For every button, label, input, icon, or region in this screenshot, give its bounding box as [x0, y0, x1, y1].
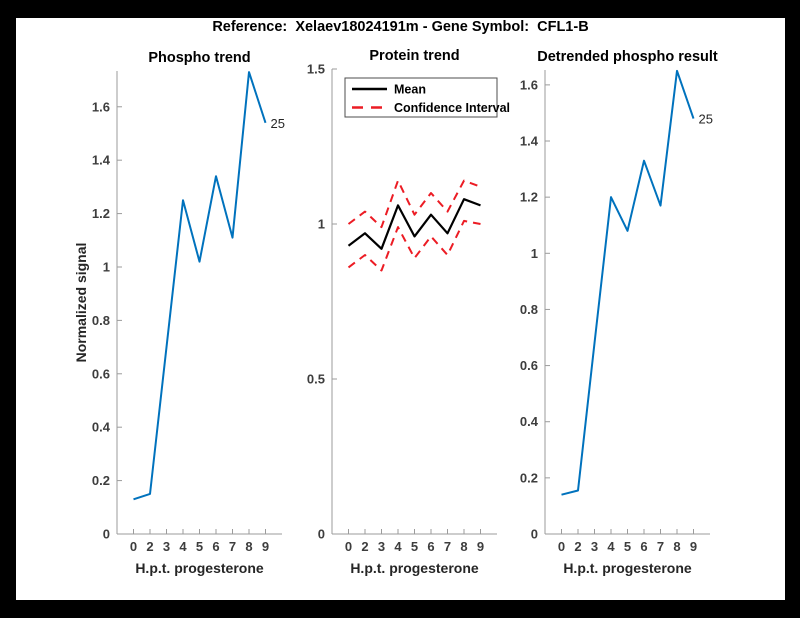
y-tick-label: 0.4	[92, 420, 111, 435]
y-tick-label: 1.6	[92, 99, 110, 114]
y-tick-label: 0	[318, 527, 325, 542]
legend-box	[344, 77, 498, 118]
charts-svg: 0 2 3 4 5 6 7 8 900.20.40.60.811.21.41.6Phospho …	[73, 48, 718, 576]
legend-label: Mean	[394, 83, 426, 97]
x-tick-label: 4	[394, 539, 402, 554]
x-tick-label: 6	[640, 539, 647, 554]
y-tick-label: 1.5	[307, 62, 325, 77]
y-tick-label: 0.5	[307, 372, 325, 387]
x-tick-label: 9	[477, 539, 484, 554]
x-tick-label: 4	[179, 539, 187, 554]
x-tick-label: 0	[558, 539, 565, 554]
x-tick-label: 7	[657, 539, 664, 554]
y-tick-label: 0	[103, 527, 110, 542]
y-tick-label: 0.2	[92, 473, 110, 488]
y-tick-label: 0.2	[520, 470, 538, 485]
y-tick-label: 0.6	[92, 366, 110, 381]
x-axis-label: H.p.t. progesterone	[350, 560, 479, 576]
x-tick-label: 3	[163, 539, 170, 554]
x-tick-label: 6	[427, 539, 434, 554]
y-tick-label: 1	[103, 259, 110, 274]
y-tick-label: 0.8	[92, 313, 110, 328]
x-tick-label: 0	[130, 539, 137, 554]
y-tick-label: 1.6	[520, 77, 538, 92]
x-tick-label: 8	[460, 539, 467, 554]
x-tick-label: 7	[444, 539, 451, 554]
y-tick-label: 0.6	[520, 358, 538, 373]
x-tick-label: 7	[229, 539, 236, 554]
x-tick-label: 2	[146, 539, 153, 554]
x-tick-label: 5	[624, 539, 631, 554]
x-tick-label: 8	[673, 539, 680, 554]
y-tick-label: 1.4	[92, 153, 111, 168]
figure-canvas: Reference: Xelaev18024191m - Gene Symbol…	[16, 18, 785, 600]
x-tick-label: 5	[411, 539, 418, 554]
x-axis-label: H.p.t. progesterone	[135, 560, 264, 576]
y-tick-label: 1.2	[92, 206, 110, 221]
figure-title: Reference: Xelaev18024191m - Gene Symbol…	[212, 19, 589, 35]
x-tick-label: 0	[345, 539, 352, 554]
y-tick-label: 0.8	[520, 302, 538, 317]
series-line-ci-lower	[347, 219, 481, 272]
x-tick-label: 9	[262, 539, 269, 554]
series-line-phospho-signal	[133, 71, 267, 501]
x-tick-label: 3	[591, 539, 598, 554]
x-tick-label: 9	[690, 539, 697, 554]
x-tick-label: 2	[574, 539, 581, 554]
subplot-title: Phospho trend	[148, 50, 250, 66]
y-tick-label: 1.4	[520, 134, 539, 149]
end-point-label: 25	[271, 116, 285, 131]
end-point-label: 25	[699, 112, 713, 127]
x-tick-label: 6	[212, 539, 219, 554]
x-tick-label: 2	[361, 539, 368, 554]
y-tick-label: 1.2	[520, 190, 538, 205]
subplot-title: Protein trend	[369, 48, 459, 64]
y-axis-label: Normalized signal	[73, 243, 89, 363]
series-line-ci-upper	[347, 179, 481, 229]
series-line-mean	[347, 198, 481, 250]
x-tick-label: 5	[196, 539, 203, 554]
series-line-detrended-phospho	[561, 69, 695, 496]
legend-label: Confidence Interval	[394, 101, 510, 115]
y-tick-label: 1	[531, 246, 538, 261]
x-tick-label: 8	[245, 539, 252, 554]
subplot-3: 0 2 3 4 5 6 7 8 900.20.40.60.811.21.41.6Detrende…	[520, 49, 718, 576]
y-tick-label: 1	[318, 217, 325, 232]
x-tick-label: 4	[607, 539, 615, 554]
x-axis-label: H.p.t. progesterone	[563, 560, 692, 576]
y-tick-label: 0.4	[520, 414, 539, 429]
subplot-title: Detrended phospho result	[537, 49, 718, 65]
subplot-1: 0 2 3 4 5 6 7 8 900.20.40.60.811.21.41.6Phospho …	[73, 50, 285, 576]
x-tick-label: 3	[378, 539, 385, 554]
y-tick-label: 0	[531, 527, 538, 542]
